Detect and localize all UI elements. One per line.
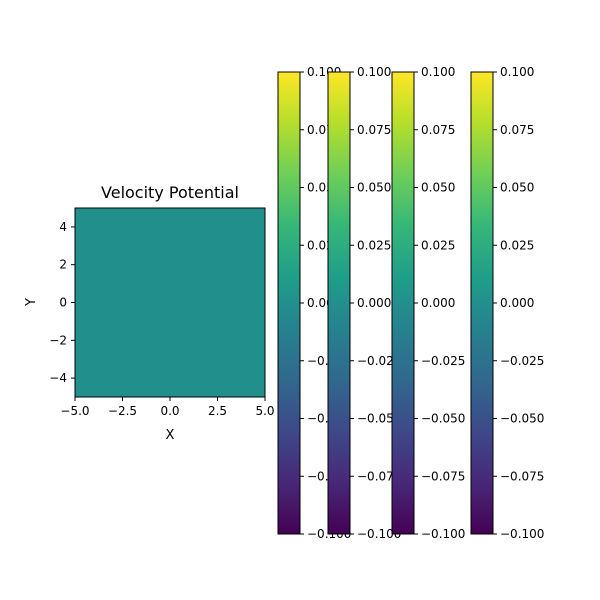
heatmap-axes: Velocity Potential −5.0 −2.5 0.0 2.5 5.0 −4−… (24, 183, 275, 443)
colorbar-tick-label: 0.050 (357, 181, 391, 195)
x-tick-label: 0.0 (160, 404, 179, 418)
colorbar-tick-label: −0.025 (421, 354, 465, 368)
colorbar-tick-label: 0.000 (357, 296, 391, 310)
x-tick-label: 5.0 (255, 404, 274, 418)
y-axis-label: Y (24, 298, 39, 307)
y-axis-ticks: −4 −2 0 2 4 (49, 220, 75, 385)
chart-title: Velocity Potential (101, 183, 239, 202)
y-tick-label: −4 (49, 371, 67, 385)
colorbar-tick-label: −0.100 (357, 527, 401, 541)
colorbar-1: −0.100−0.075−0.050−0.0250.0000.0250.0500… (277, 65, 351, 541)
y-tick-label: 4 (59, 220, 67, 234)
colorbar-tick-label: 0.025 (421, 238, 455, 252)
colorbar-tick-label: 0.075 (421, 123, 455, 137)
colorbar-gradient (471, 72, 493, 534)
x-tick-label: 2.5 (208, 404, 227, 418)
x-tick-label: −5.0 (60, 404, 89, 418)
colorbar-tick-label: 0.100 (500, 65, 534, 79)
colorbar-tick-label: 0.050 (500, 181, 534, 195)
y-tick-label: −2 (49, 333, 67, 347)
colorbars: −0.100 −0.075 −0.050 −0.025 0.000 0.025 0.050 0… (277, 65, 544, 541)
colorbar-tick-label: −0.050 (357, 412, 401, 426)
colorbar-tick-label: 0.050 (421, 181, 455, 195)
colorbar-tick-label: 0.025 (357, 238, 391, 252)
colorbar-4: −0.100 −0.075 −0.050 −0.025 0.000 0.025 0.050 0… (470, 65, 544, 541)
colorbar-tick-label: −0.050 (500, 412, 544, 426)
x-tick-label: −2.5 (108, 404, 137, 418)
colorbar-tick-label: −0.100 (500, 527, 544, 541)
colorbar-gradient (328, 72, 350, 534)
colorbar-tick-label: −0.075 (357, 469, 401, 483)
x-axis-ticks: −5.0 −2.5 0.0 2.5 5.0 (60, 397, 275, 418)
colorbar-tick-label: −0.075 (500, 469, 544, 483)
colorbar-tick-label: −0.025 (357, 354, 401, 368)
heatmap-field (75, 208, 265, 397)
y-tick-label: 0 (59, 296, 67, 310)
colorbar-2: −0.100 −0.075 −0.050 −0.025 0.000 0.025 0.050 0… (327, 65, 401, 541)
x-axis-label: X (166, 428, 175, 443)
colorbar-tick-label: −0.075 (421, 469, 465, 483)
y-tick-label: 2 (59, 258, 67, 272)
colorbar-gradient (392, 72, 414, 534)
colorbar-tick-label: 0.075 (357, 123, 391, 137)
colorbar-tick-label: 0.000 (421, 296, 455, 310)
colorbar-tick-label: 0.000 (500, 296, 534, 310)
colorbar-tick-label: 0.075 (500, 123, 534, 137)
colorbar-tick-label: −0.050 (421, 412, 465, 426)
colorbar-tick-label: −0.025 (500, 354, 544, 368)
colorbar-3: −0.100 −0.075 −0.050 −0.025 0.000 0.025 0.050 0… (391, 65, 465, 541)
colorbar-tick-label: −0.100 (421, 527, 465, 541)
colorbar-gradient (278, 72, 300, 534)
colorbar-tick-label: 0.025 (500, 238, 534, 252)
colorbar-tick-label: 0.100 (421, 65, 455, 79)
colorbar-tick-label: 0.100 (357, 65, 391, 79)
